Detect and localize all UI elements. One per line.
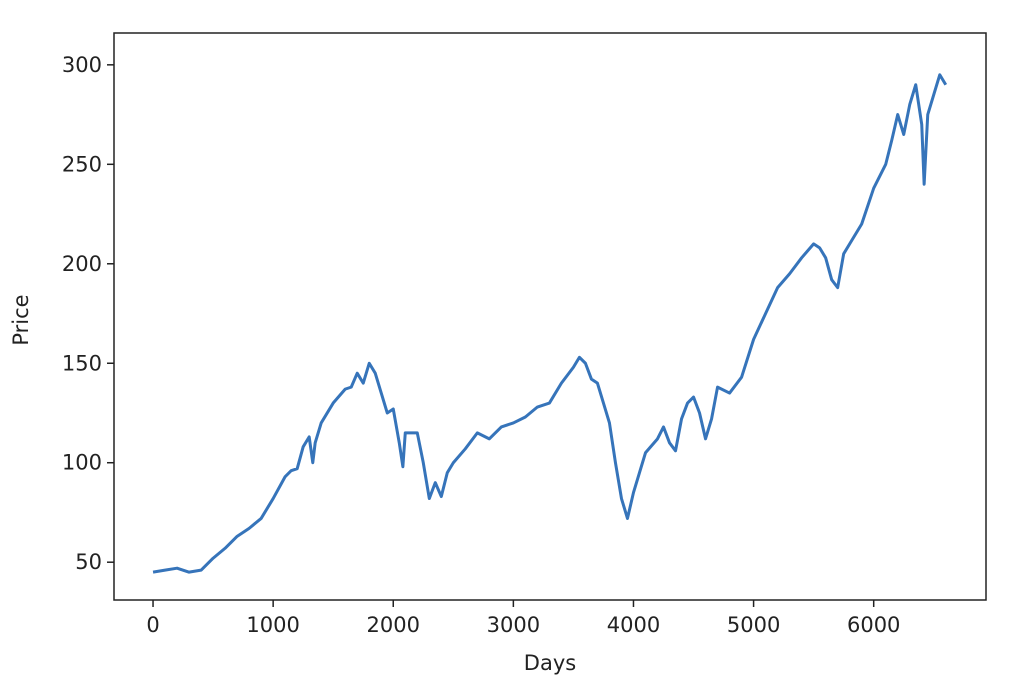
price-line	[152, 73, 948, 574]
y-tick-label: 200	[62, 252, 102, 276]
x-tick-label: 3000	[487, 613, 540, 637]
plot-frame	[113, 32, 987, 601]
y-tick-label: 100	[62, 451, 102, 475]
y-tick-label: 300	[62, 53, 102, 77]
y-tick-label: 50	[75, 550, 102, 574]
x-tick-label: 0	[146, 613, 159, 637]
x-tick-label: 1000	[246, 613, 299, 637]
x-tick-label: 2000	[367, 613, 420, 637]
y-tick-label: 150	[62, 351, 102, 375]
y-axis-label: Price	[9, 294, 33, 345]
x-axis-label: Days	[524, 651, 576, 675]
x-tick-label: 4000	[607, 613, 660, 637]
x-tick-label: 6000	[847, 613, 900, 637]
x-tick-label: 5000	[727, 613, 780, 637]
y-tick-label: 250	[62, 152, 102, 176]
